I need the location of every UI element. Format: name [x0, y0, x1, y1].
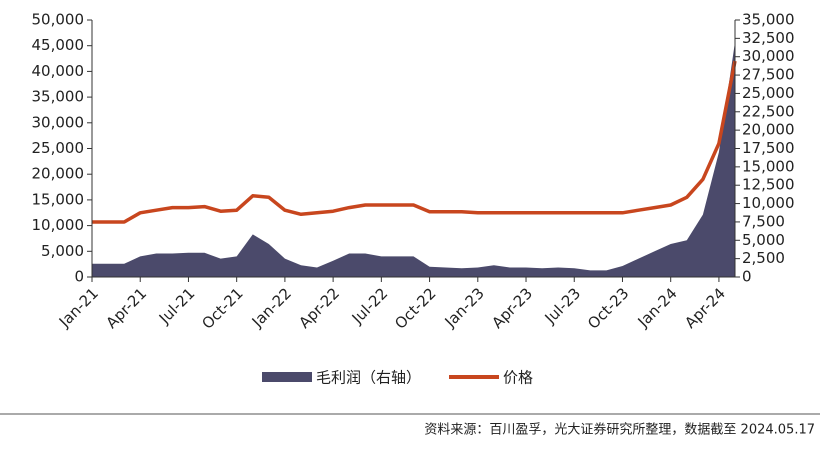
y2-tick-label: 20,000: [742, 121, 795, 139]
y2-tick-label: 22,500: [742, 102, 795, 120]
line: [92, 60, 737, 224]
y2-tick-label: 0: [742, 268, 752, 286]
x-tick-label: Apr-24: [681, 284, 729, 332]
x-tick-label: Oct-23: [584, 284, 632, 332]
area: [92, 42, 735, 277]
y-tick-label: 15,000: [32, 190, 85, 208]
y-tick-label: 20,000: [32, 165, 85, 183]
y2-tick-label: 5,000: [742, 231, 785, 249]
y-tick-label: 30,000: [32, 113, 85, 131]
x-tick-label: Apr-23: [488, 284, 536, 332]
x-tick-label: Jan-21: [55, 284, 102, 331]
y2-tick-label: 7,500: [742, 212, 785, 230]
y2-tick-label: 25,000: [742, 84, 795, 102]
y-tick-label: 10,000: [32, 216, 85, 234]
x-tick-label: Oct-21: [198, 284, 246, 332]
x-tick-label: Jan-24: [634, 284, 681, 331]
y-tick-label: 0: [74, 268, 84, 286]
x-tick-label: Jan-23: [441, 284, 488, 331]
y2-tick-label: 2,500: [742, 249, 785, 267]
y-tick-label: 40,000: [32, 62, 85, 80]
x-tick-label: Apr-22: [295, 284, 343, 332]
legend-label: 毛利润（右轴）: [316, 369, 421, 387]
legend-label: 价格: [503, 369, 533, 387]
x-tick-label: Jan-22: [248, 284, 295, 331]
y-tick-label: 50,000: [32, 11, 85, 29]
y-tick-label: 5,000: [41, 242, 84, 260]
x-tick-label: Jul-21: [155, 284, 199, 328]
legend-swatch: [262, 372, 312, 382]
y2-tick-label: 30,000: [742, 47, 795, 65]
y-tick-label: 25,000: [32, 139, 85, 157]
y2-tick-label: 12,500: [742, 176, 795, 194]
y2-tick-label: 35,000: [742, 11, 795, 29]
y2-tick-label: 32,500: [742, 29, 795, 47]
x-tick-label: Jul-23: [541, 284, 585, 328]
y-tick-label: 45,000: [32, 36, 85, 54]
y-tick-label: 35,000: [32, 88, 85, 106]
y2-tick-label: 10,000: [742, 194, 795, 212]
y2-tick-label: 27,500: [742, 66, 795, 84]
x-tick-label: Jul-22: [348, 284, 392, 328]
source: 资料来源：百川盈孚，光大证券研究所整理，数据截至 2024.05.17: [424, 422, 815, 438]
y2-tick-label: 15,000: [742, 157, 795, 175]
y2-tick-label: 17,500: [742, 139, 795, 157]
x-tick-label: Apr-21: [103, 284, 151, 332]
x-tick-label: Oct-22: [391, 284, 439, 332]
